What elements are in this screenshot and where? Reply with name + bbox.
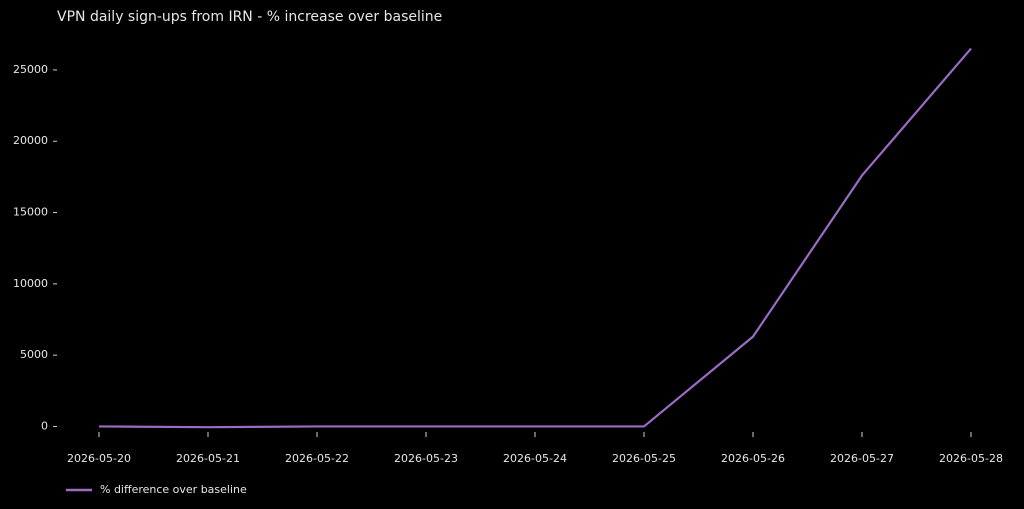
legend-label: % difference over baseline (100, 483, 247, 496)
x-tick-label: 2026-05-27 (830, 452, 894, 465)
data-line (98, 47, 972, 429)
x-tick-label: 2026-05-23 (394, 452, 458, 465)
x-tick-label: 2026-05-28 (939, 452, 1003, 465)
y-tick-label: 20000 (13, 134, 48, 147)
x-tick-label: 2026-05-25 (612, 452, 676, 465)
chart-title: VPN daily sign-ups from IRN - % increase… (57, 9, 442, 25)
x-tick-label: 2026-05-26 (721, 452, 785, 465)
y-tick-label: 10000 (13, 277, 48, 290)
x-tick-label: 2026-05-22 (285, 452, 349, 465)
x-tick-label: 2026-05-24 (503, 452, 567, 465)
x-tick-label: 2026-05-20 (67, 452, 131, 465)
y-tick-label: 25000 (13, 63, 48, 76)
y-tick-label: 5000 (20, 348, 48, 361)
y-tick-label: 0 (41, 419, 48, 432)
y-tick-label: 15000 (13, 206, 48, 219)
x-tick-label: 2026-05-21 (176, 452, 240, 465)
